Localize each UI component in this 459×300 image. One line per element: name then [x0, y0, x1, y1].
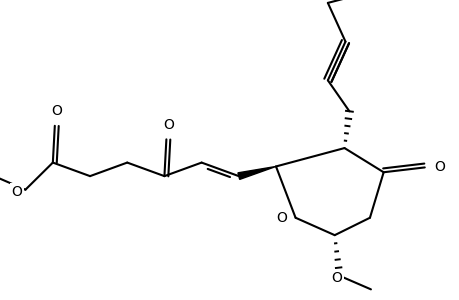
Text: O: O — [11, 184, 22, 199]
Text: O: O — [51, 104, 62, 118]
Polygon shape — [237, 167, 275, 179]
Text: O: O — [275, 211, 286, 225]
Text: O: O — [162, 118, 174, 132]
Text: O: O — [434, 160, 444, 174]
Text: O: O — [330, 271, 341, 285]
